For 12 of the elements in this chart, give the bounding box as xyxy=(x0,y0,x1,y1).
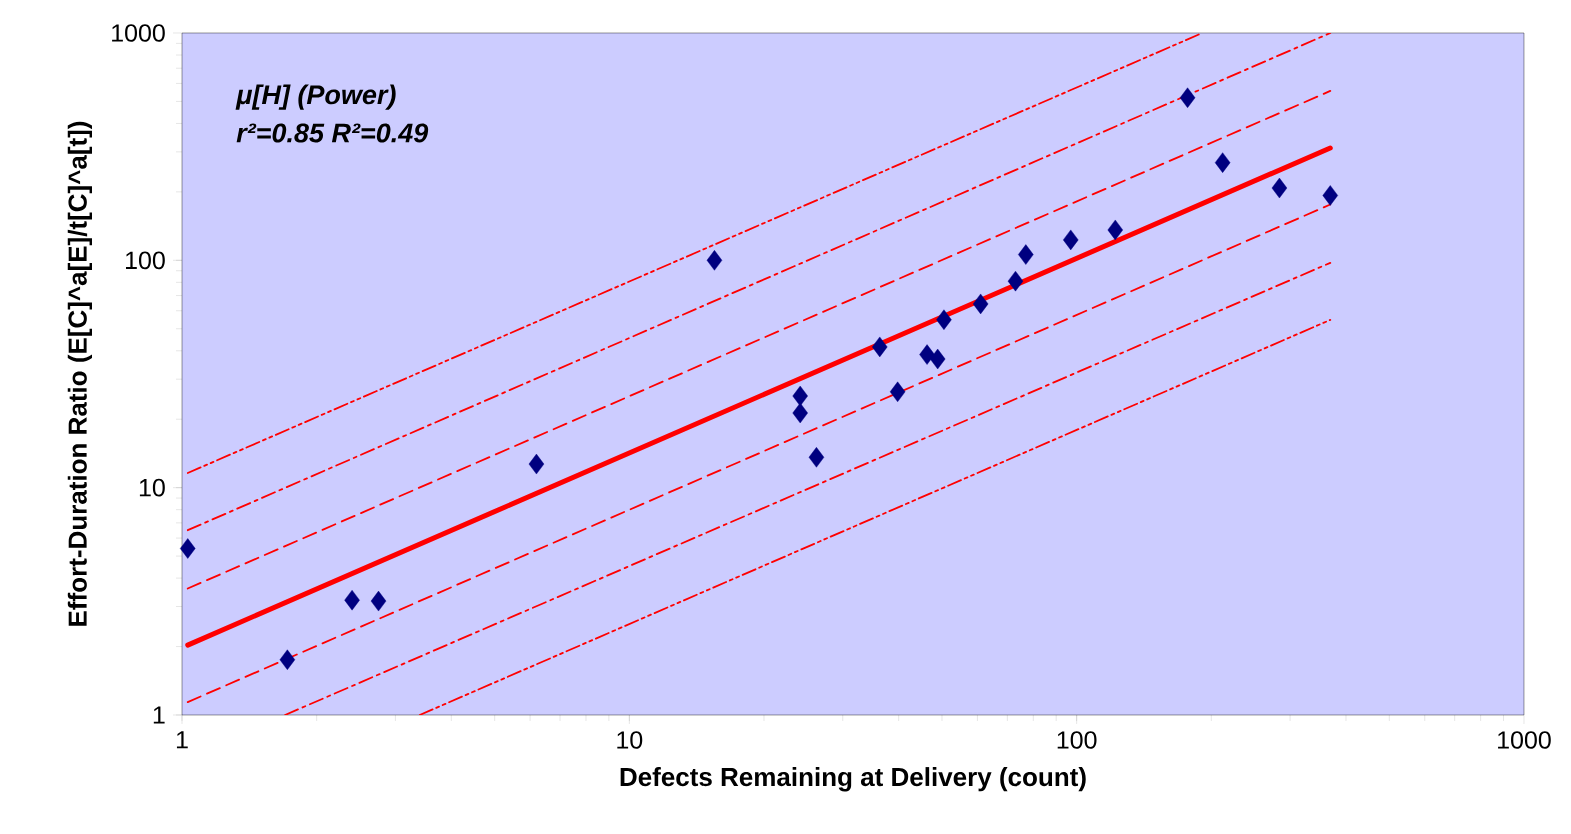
y-tick-label: 1000 xyxy=(112,24,165,42)
y-tick-label: 1 xyxy=(153,706,165,724)
annotation: r²=0.85 R²=0.49 xyxy=(236,123,429,143)
y-tick-label: 10 xyxy=(139,478,165,497)
y-tick-label: 100 xyxy=(126,251,165,270)
annotation: μ[H] (Power) xyxy=(235,84,396,110)
x-tick-label: 1 xyxy=(176,731,188,749)
x-axis-title: Defects Remaining at Delivery (count) xyxy=(620,767,1086,792)
y-axis-title: Effort-Duration Ratio (E[C]^a[E]/t[C]^a[t]) xyxy=(67,121,92,626)
x-tick-label: 10 xyxy=(617,731,643,749)
x-tick-label: 1000 xyxy=(1498,731,1551,749)
x-tick-label: 100 xyxy=(1057,731,1097,749)
